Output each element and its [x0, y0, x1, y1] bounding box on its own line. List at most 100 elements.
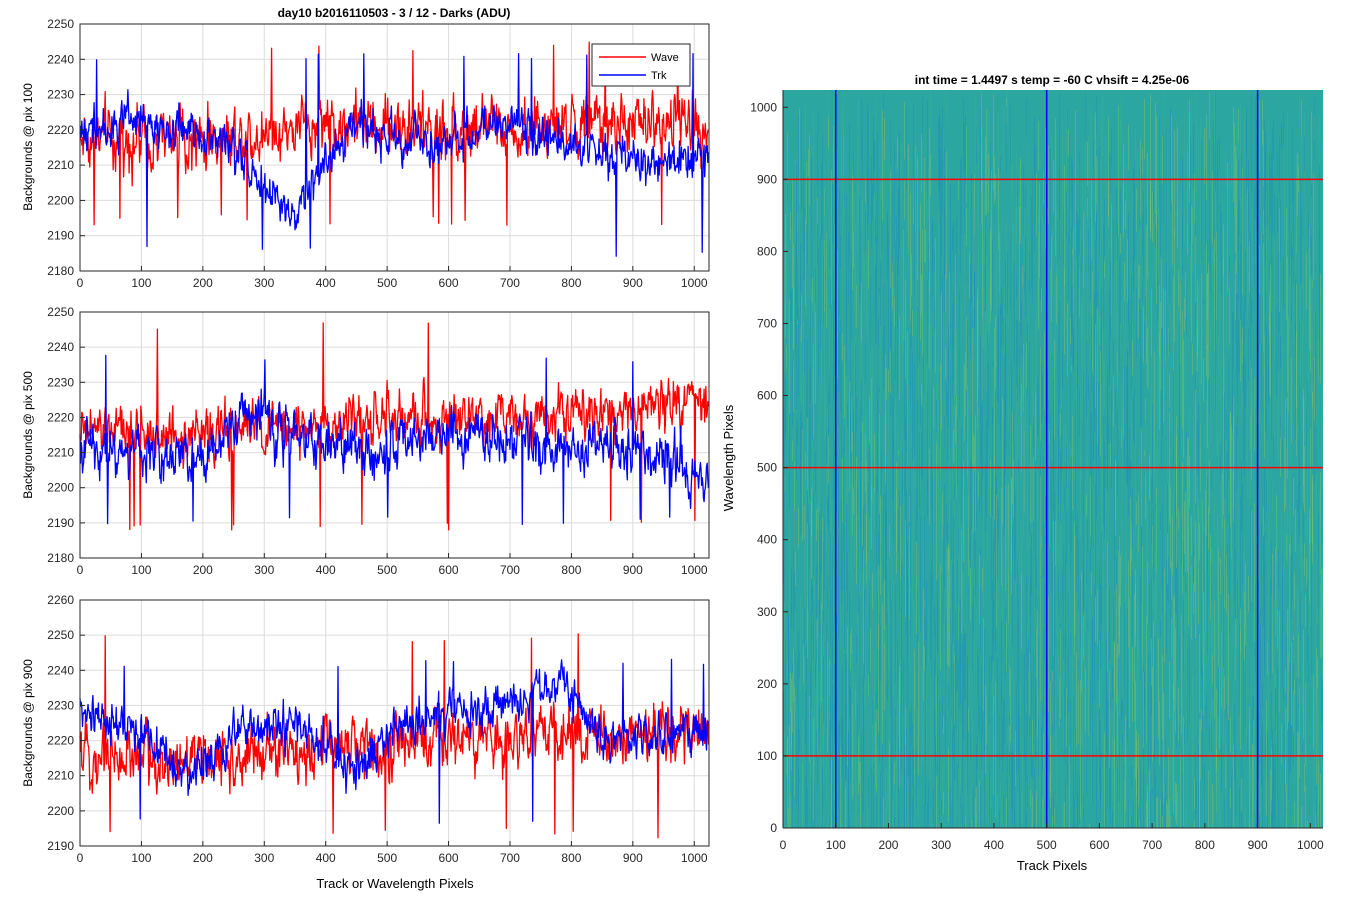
x-tick-label: 600: [439, 563, 459, 577]
x-tick-label: 800: [561, 563, 581, 577]
y-tick-label: 2230: [47, 698, 74, 712]
x-tick-label: 200: [193, 276, 213, 290]
y-tick-label: 2230: [47, 375, 74, 389]
x-tick-label: 700: [500, 851, 520, 865]
x-tick-label: 800: [561, 851, 581, 865]
y-tick-label: 200: [757, 677, 777, 691]
x-tick-label: 600: [1089, 838, 1109, 852]
y-tick-label: 2190: [47, 516, 74, 530]
y-tick-label: 2190: [47, 229, 74, 243]
x-tick-label: 800: [1195, 838, 1215, 852]
y-tick-label: 700: [757, 317, 777, 331]
x-tick-label: 900: [623, 563, 643, 577]
x-tick-label: 900: [1248, 838, 1268, 852]
y-tick-label: 2230: [47, 88, 74, 102]
y-tick-label: 2180: [47, 264, 74, 278]
x-tick-label: 1000: [681, 563, 708, 577]
x-tick-label: 900: [623, 276, 643, 290]
panel-3-ylabel: Backgrounds @ pix 900: [21, 659, 35, 787]
y-tick-label: 400: [757, 533, 777, 547]
y-tick-label: 600: [757, 389, 777, 403]
y-tick-label: 0: [770, 821, 777, 835]
y-tick-label: 100: [757, 749, 777, 763]
x-tick-label: 900: [623, 851, 643, 865]
x-tick-label: 400: [316, 851, 336, 865]
y-tick-label: 2180: [47, 551, 74, 565]
line-panel-pix-900: 0 100 200 300 400 500 600 700 800 900 1000 2190 2200…: [47, 593, 710, 865]
y-tick-label: 2200: [47, 481, 74, 495]
y-tick-label: 2220: [47, 734, 74, 748]
y-tick-label: 2200: [47, 193, 74, 207]
y-tick-label: 500: [757, 461, 777, 475]
y-tick-label: 2250: [47, 305, 74, 319]
y-tick-label: 900: [757, 172, 777, 186]
heatmap-ylabel: Wavelength Pixels: [721, 404, 736, 511]
x-tick-label: 600: [439, 851, 459, 865]
x-tick-label: 0: [77, 276, 84, 290]
y-tick-label: 2240: [47, 52, 74, 66]
y-tick-label: 2210: [47, 769, 74, 783]
x-tick-label: 100: [131, 276, 151, 290]
x-tick-label: 0: [77, 851, 84, 865]
axes-box: [79, 23, 710, 272]
y-tick-label: 2240: [47, 340, 74, 354]
y-tick-label: 1000: [750, 100, 777, 114]
x-tick-label: 1000: [681, 276, 708, 290]
x-tick-label: 300: [931, 838, 951, 852]
x-tick-label: 100: [131, 851, 151, 865]
series-line-wave: [79, 322, 710, 531]
x-tick-label: 700: [500, 276, 520, 290]
x-tick-label: 800: [561, 276, 581, 290]
line-panel-pix-500: 0 100 200 300 400 500 600 700 800 900 1000 2180 2190…: [47, 305, 710, 577]
x-tick-label: 500: [1037, 838, 1057, 852]
x-tick-label: 300: [254, 563, 274, 577]
y-tick-label: 2220: [47, 410, 74, 424]
series-line-trk: [79, 658, 710, 824]
heatmap-title: int time = 1.4497 s temp = -60 C vhsift …: [915, 73, 1190, 87]
x-tick-label: 100: [131, 563, 151, 577]
y-tick-label: 2210: [47, 158, 74, 172]
figure-title: day10 b2016110503 - 3 / 12 - Darks (ADU): [278, 6, 511, 20]
panel-3-xlabel: Track or Wavelength Pixels: [316, 876, 474, 891]
axes-box: [79, 311, 710, 559]
y-tick-label: 2250: [47, 628, 74, 642]
axes-box: [79, 599, 710, 847]
x-tick-label: 200: [193, 851, 213, 865]
y-tick-label: 300: [757, 605, 777, 619]
x-tick-label: 200: [193, 563, 213, 577]
y-tick-label: 800: [757, 244, 777, 258]
x-tick-label: 500: [377, 276, 397, 290]
y-tick-label: 2200: [47, 804, 74, 818]
x-tick-label: 400: [984, 838, 1004, 852]
legend-box: [591, 43, 691, 87]
heatmap-panel: 0 100 200 300 400 500 600 700 800 900 1000 0 100 200 3…: [750, 90, 1324, 852]
x-tick-label: 500: [377, 851, 397, 865]
x-tick-label: 400: [316, 563, 336, 577]
y-tick-label: 2190: [47, 839, 74, 853]
x-tick-label: 500: [377, 563, 397, 577]
legend-trk-label: Trk: [651, 70, 667, 82]
y-tick-label: 2260: [47, 593, 74, 607]
x-tick-label: 300: [254, 851, 274, 865]
legend: Wave Trk: [591, 43, 691, 87]
x-tick-label: 1000: [681, 851, 708, 865]
x-tick-label: 200: [878, 838, 898, 852]
x-tick-label: 300: [254, 276, 274, 290]
x-tick-label: 100: [826, 838, 846, 852]
x-tick-label: 600: [439, 276, 459, 290]
panel-2-ylabel: Backgrounds @ pix 500: [21, 371, 35, 499]
panel-1-ylabel: Backgrounds @ pix 100: [21, 83, 35, 211]
y-tick-label: 2250: [47, 17, 74, 31]
heatmap-texture: [783, 90, 1323, 828]
y-tick-label: 2220: [47, 123, 74, 137]
heatmap-image: [783, 90, 1323, 828]
x-tick-label: 400: [316, 276, 336, 290]
heatmap-xlabel: Track Pixels: [1017, 858, 1088, 873]
legend-wave-label: Wave: [651, 52, 679, 64]
x-tick-label: 0: [77, 563, 84, 577]
y-tick-label: 2210: [47, 446, 74, 460]
x-tick-label: 700: [1142, 838, 1162, 852]
series-line-trk: [79, 52, 710, 257]
x-tick-label: 700: [500, 563, 520, 577]
